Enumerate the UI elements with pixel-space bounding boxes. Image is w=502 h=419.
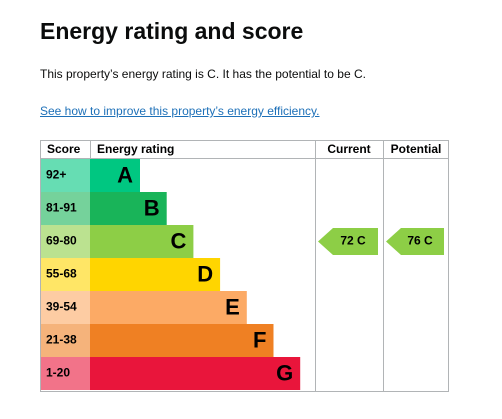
score-label: 55-68 <box>46 267 77 281</box>
score-label: 21-38 <box>46 333 77 347</box>
rating-letter: C <box>171 228 187 253</box>
chart-frame <box>40 140 449 392</box>
potential-label: 76 C <box>407 234 433 248</box>
column-header: Potential <box>391 142 442 156</box>
column-header: Current <box>327 142 370 156</box>
improve-link[interactable]: See how to improve this property’s energ… <box>40 104 320 118</box>
rating-letter: F <box>253 327 266 352</box>
score-cell <box>41 258 90 291</box>
rating-letter: G <box>276 360 293 385</box>
page-title: Energy rating and score <box>40 18 304 44</box>
rating-bar <box>90 192 167 225</box>
rating-bar <box>90 225 194 258</box>
column-header: Score <box>47 142 81 156</box>
score-cell <box>41 159 90 192</box>
rating-bar <box>90 291 247 324</box>
score-cell <box>41 291 90 324</box>
score-cell <box>41 324 90 357</box>
score-cell <box>41 225 90 258</box>
rating-bar <box>90 324 274 357</box>
score-label: 81-91 <box>46 201 77 215</box>
rating-letter: D <box>197 261 213 286</box>
score-label: 92+ <box>46 168 66 182</box>
rating-bar <box>90 258 221 291</box>
summary: This property’s energy rating is C. It h… <box>40 67 366 81</box>
rating-bar <box>90 159 140 192</box>
rating-letter: B <box>144 195 160 220</box>
rating-letter: A <box>117 162 133 187</box>
column-header: Energy rating <box>97 142 174 156</box>
current-label: 72 C <box>340 234 366 248</box>
score-label: 1-20 <box>46 366 70 380</box>
score-label: 39-54 <box>46 300 77 314</box>
current-arrow <box>318 228 378 255</box>
score-cell <box>41 357 90 390</box>
potential-arrow <box>386 228 444 255</box>
rating-bar <box>90 357 301 390</box>
score-cell <box>41 192 90 225</box>
score-label: 69-80 <box>46 234 77 248</box>
rating-letter: E <box>225 294 240 319</box>
